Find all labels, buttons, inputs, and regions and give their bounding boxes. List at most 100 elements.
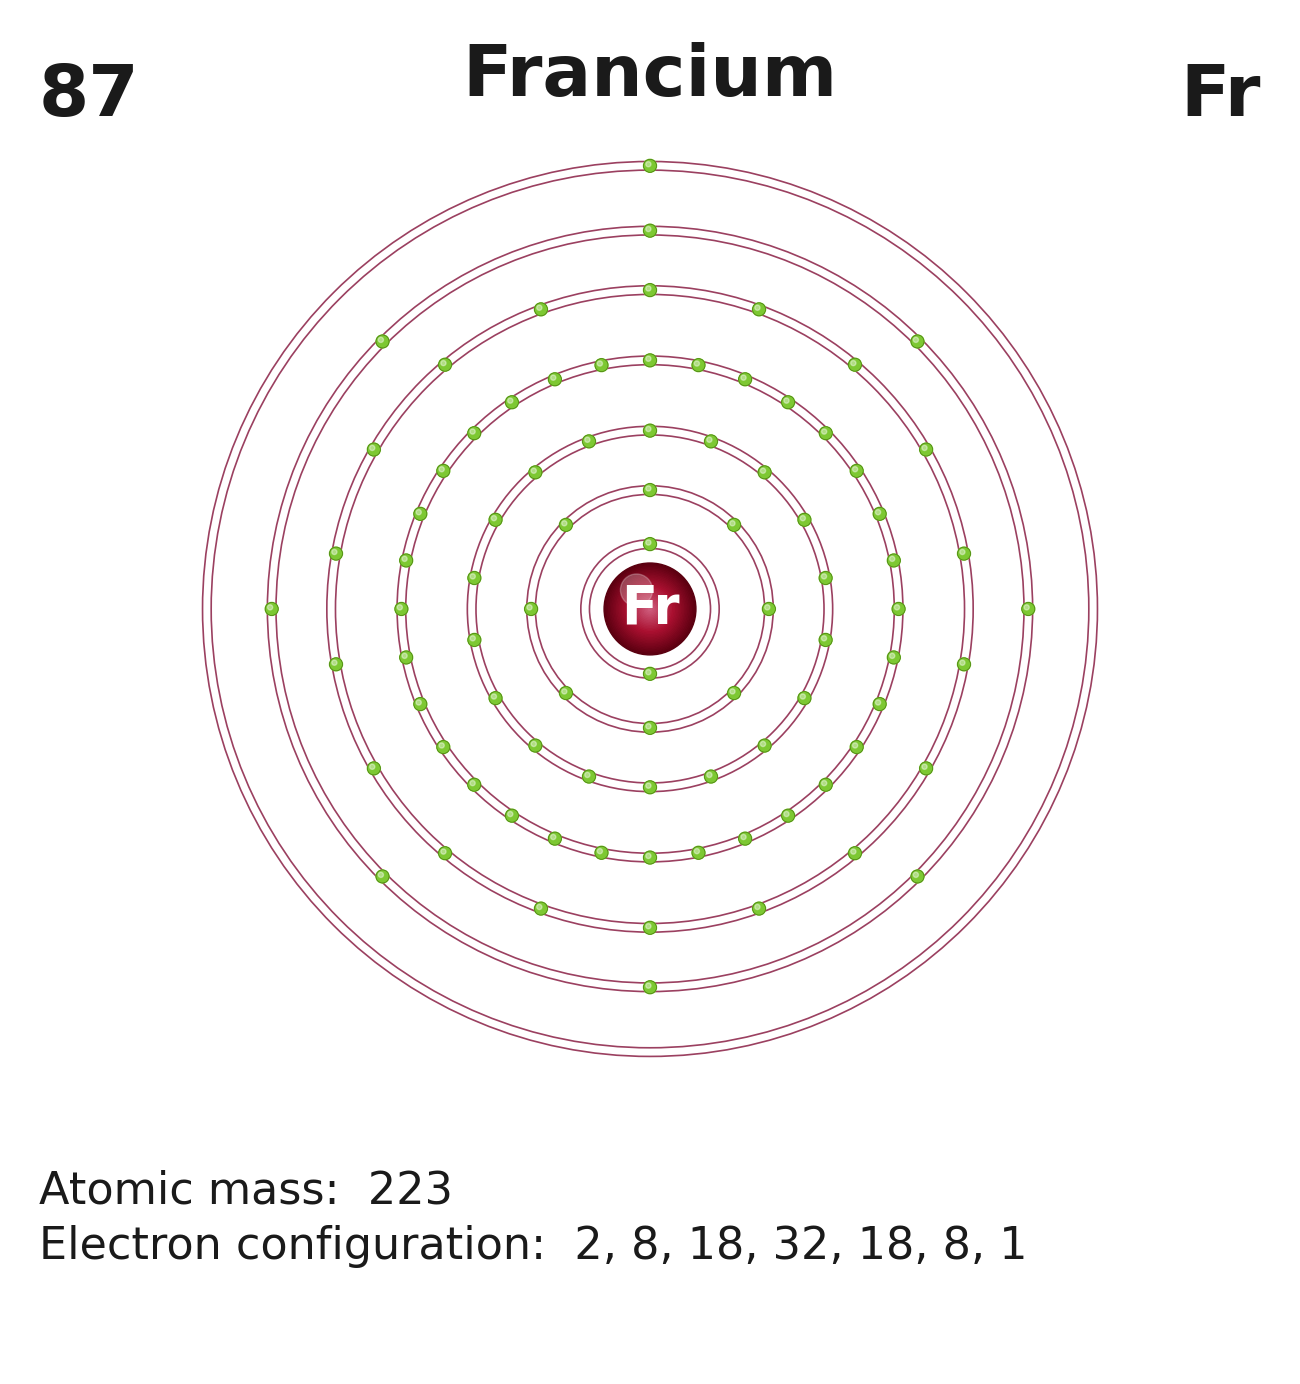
Circle shape bbox=[562, 689, 567, 693]
Circle shape bbox=[738, 372, 751, 386]
Circle shape bbox=[559, 686, 572, 699]
Circle shape bbox=[1022, 602, 1035, 616]
Circle shape bbox=[819, 426, 832, 440]
Circle shape bbox=[822, 635, 827, 641]
Circle shape bbox=[437, 465, 450, 477]
Text: Fr: Fr bbox=[1180, 62, 1261, 131]
Circle shape bbox=[633, 592, 667, 626]
Circle shape bbox=[646, 670, 651, 675]
Circle shape bbox=[439, 466, 445, 472]
Circle shape bbox=[781, 396, 794, 408]
Circle shape bbox=[959, 549, 965, 555]
Circle shape bbox=[595, 846, 608, 859]
Circle shape bbox=[644, 981, 656, 994]
Circle shape bbox=[506, 810, 519, 822]
Circle shape bbox=[644, 721, 656, 735]
Text: Francium: Francium bbox=[463, 42, 837, 111]
Circle shape bbox=[630, 590, 670, 628]
Circle shape bbox=[798, 513, 811, 526]
Circle shape bbox=[534, 303, 547, 316]
Circle shape bbox=[413, 698, 426, 710]
Circle shape bbox=[489, 692, 502, 704]
Circle shape bbox=[694, 848, 699, 854]
Circle shape bbox=[958, 657, 971, 671]
Circle shape bbox=[801, 516, 806, 520]
Circle shape bbox=[268, 605, 273, 610]
Circle shape bbox=[646, 227, 651, 231]
Circle shape bbox=[369, 446, 374, 451]
Circle shape bbox=[441, 360, 446, 365]
Circle shape bbox=[416, 509, 421, 515]
Circle shape bbox=[468, 572, 481, 584]
Circle shape bbox=[468, 634, 481, 646]
Circle shape bbox=[741, 835, 746, 840]
Circle shape bbox=[729, 689, 734, 693]
Circle shape bbox=[850, 740, 863, 753]
Circle shape bbox=[376, 871, 389, 883]
Circle shape bbox=[728, 519, 741, 531]
Circle shape bbox=[758, 739, 771, 752]
Circle shape bbox=[369, 764, 374, 770]
Circle shape bbox=[644, 224, 656, 237]
Circle shape bbox=[644, 667, 656, 681]
Circle shape bbox=[532, 468, 537, 473]
Circle shape bbox=[506, 396, 519, 408]
Circle shape bbox=[894, 605, 900, 610]
Circle shape bbox=[919, 443, 932, 455]
Circle shape bbox=[875, 700, 880, 704]
Circle shape bbox=[646, 854, 651, 858]
Circle shape bbox=[585, 772, 590, 778]
Circle shape bbox=[438, 358, 451, 371]
Circle shape bbox=[822, 781, 827, 786]
Circle shape bbox=[646, 486, 651, 491]
Circle shape bbox=[607, 566, 693, 652]
Circle shape bbox=[914, 872, 919, 877]
Circle shape bbox=[822, 429, 827, 435]
Circle shape bbox=[606, 565, 694, 653]
Circle shape bbox=[755, 904, 760, 909]
Circle shape bbox=[549, 372, 562, 386]
Circle shape bbox=[707, 437, 712, 443]
Circle shape bbox=[888, 650, 901, 664]
Circle shape bbox=[784, 811, 789, 817]
Circle shape bbox=[646, 356, 651, 361]
Circle shape bbox=[597, 848, 602, 854]
Circle shape bbox=[644, 603, 656, 614]
Circle shape bbox=[624, 583, 676, 635]
Circle shape bbox=[491, 516, 497, 520]
Circle shape bbox=[649, 608, 651, 610]
Circle shape bbox=[919, 763, 932, 775]
Circle shape bbox=[644, 851, 656, 864]
Circle shape bbox=[646, 923, 651, 929]
Circle shape bbox=[620, 574, 653, 606]
Circle shape bbox=[526, 605, 532, 610]
Circle shape bbox=[875, 509, 880, 515]
Circle shape bbox=[798, 692, 811, 704]
Circle shape bbox=[874, 508, 887, 520]
Circle shape bbox=[1024, 605, 1030, 610]
Text: Fr: Fr bbox=[620, 583, 679, 635]
Circle shape bbox=[911, 871, 924, 883]
Circle shape bbox=[644, 159, 656, 172]
Circle shape bbox=[644, 781, 656, 794]
Circle shape bbox=[644, 483, 656, 497]
Circle shape bbox=[508, 811, 514, 817]
Circle shape bbox=[874, 698, 887, 710]
Circle shape bbox=[729, 520, 734, 526]
Circle shape bbox=[911, 335, 924, 347]
Circle shape bbox=[597, 361, 602, 367]
Circle shape bbox=[819, 634, 832, 646]
Circle shape bbox=[728, 686, 741, 699]
Circle shape bbox=[378, 338, 383, 342]
Circle shape bbox=[437, 740, 450, 753]
Circle shape bbox=[849, 358, 862, 371]
Circle shape bbox=[608, 567, 692, 650]
Circle shape bbox=[399, 650, 412, 664]
Circle shape bbox=[441, 848, 446, 854]
Circle shape bbox=[755, 304, 760, 310]
Circle shape bbox=[332, 549, 337, 555]
Circle shape bbox=[615, 574, 685, 644]
Circle shape bbox=[537, 904, 542, 909]
Circle shape bbox=[378, 872, 383, 877]
Circle shape bbox=[619, 579, 681, 639]
